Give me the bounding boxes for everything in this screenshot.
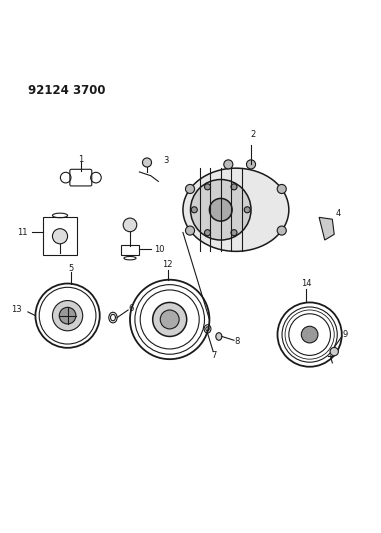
Text: 1: 1 <box>78 155 83 164</box>
Text: 4: 4 <box>335 209 341 218</box>
Circle shape <box>53 301 83 331</box>
Text: 11: 11 <box>18 228 28 237</box>
Circle shape <box>205 230 211 236</box>
Circle shape <box>190 180 251 240</box>
Polygon shape <box>319 217 334 240</box>
Text: 7: 7 <box>211 351 217 360</box>
Ellipse shape <box>216 333 222 340</box>
Circle shape <box>247 160 256 169</box>
Circle shape <box>153 302 187 336</box>
Circle shape <box>123 218 137 232</box>
Text: 14: 14 <box>301 279 311 288</box>
Circle shape <box>160 310 179 329</box>
Circle shape <box>301 326 318 343</box>
Text: 13: 13 <box>11 305 22 314</box>
FancyBboxPatch shape <box>70 169 92 186</box>
Text: 5: 5 <box>69 264 74 273</box>
Ellipse shape <box>183 168 289 252</box>
Text: 8: 8 <box>234 337 240 346</box>
Circle shape <box>59 308 76 324</box>
Circle shape <box>210 198 232 221</box>
Circle shape <box>224 160 233 169</box>
Circle shape <box>142 158 152 167</box>
Circle shape <box>277 226 286 235</box>
Text: 12: 12 <box>163 260 173 269</box>
Circle shape <box>244 207 250 213</box>
Circle shape <box>205 184 211 190</box>
Text: 6: 6 <box>128 304 134 313</box>
Circle shape <box>277 184 286 193</box>
Circle shape <box>231 230 237 236</box>
Text: 9: 9 <box>342 330 347 338</box>
Circle shape <box>186 226 195 235</box>
Circle shape <box>186 184 195 193</box>
Circle shape <box>330 348 338 356</box>
Circle shape <box>53 229 67 244</box>
Text: 10: 10 <box>155 245 165 254</box>
Circle shape <box>191 207 197 213</box>
Text: 2: 2 <box>251 130 256 139</box>
Text: 92124 3700: 92124 3700 <box>28 84 106 97</box>
Circle shape <box>231 184 237 190</box>
Text: 3: 3 <box>163 156 169 165</box>
